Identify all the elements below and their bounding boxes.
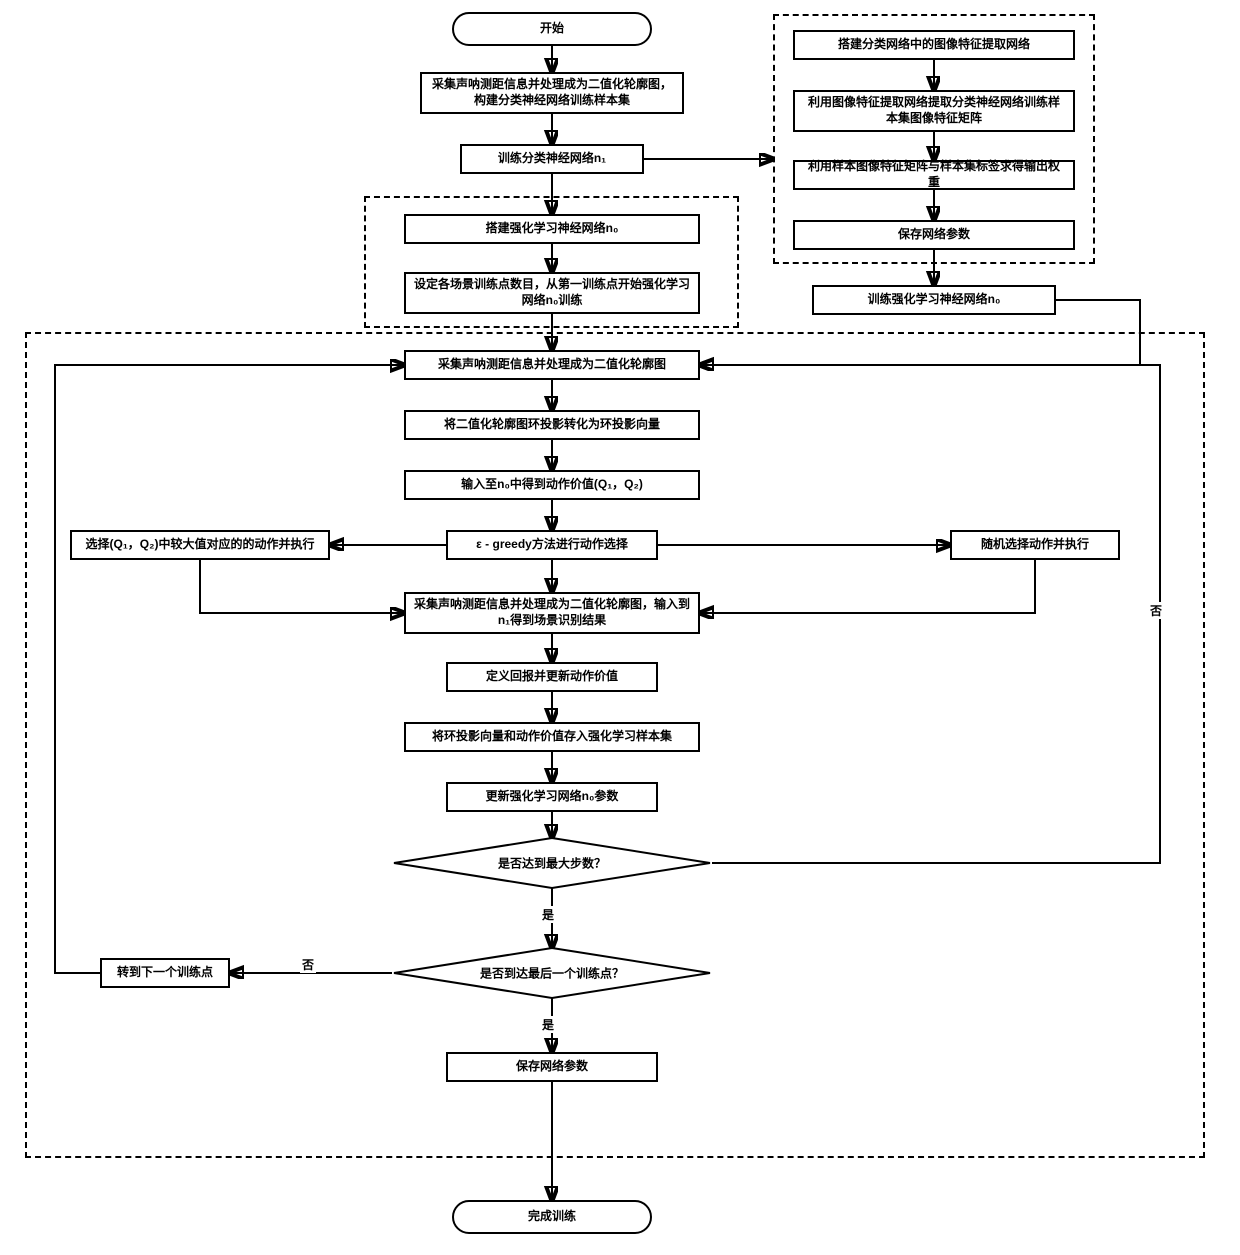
edge-label-d1-yes: 是	[540, 906, 556, 923]
node-train-rl: 训练强化学习神经网络n₀	[812, 285, 1056, 315]
node-reward: 定义回报并更新动作价值	[446, 662, 658, 692]
done-label: 完成训练	[528, 1209, 576, 1225]
train-cls-label: 训练分类神经网络n₁	[498, 151, 606, 167]
r1-label: 搭建分类网络中的图像特征提取网络	[838, 37, 1030, 53]
node-ringproj: 将二值化轮廓图环投影转化为环投影向量	[404, 410, 700, 440]
node-set-scene: 设定各场景训练点数目，从第一训练点开始强化学习网络n₀训练	[404, 272, 700, 314]
r2-label: 利用图像特征提取网络提取分类神经网络训练样本集图像特征矩阵	[803, 95, 1065, 126]
node-collect1: 采集声呐测距信息并处理成为二值化轮廓图，构建分类神经网络训练样本集	[420, 72, 684, 114]
node-goto-next: 转到下一个训练点	[100, 958, 230, 988]
set-scene-label: 设定各场景训练点数目，从第一训练点开始强化学习网络n₀训练	[414, 277, 690, 308]
save-label: 保存网络参数	[516, 1059, 588, 1075]
update-label: 更新强化学习网络n₀参数	[486, 789, 619, 805]
r4-label: 保存网络参数	[898, 227, 970, 243]
train-rl-label: 训练强化学习神经网络n₀	[868, 292, 1001, 308]
collect2-label: 采集声呐测距信息并处理成为二值化轮廓图	[438, 357, 666, 373]
edge-label-d1-no: 否	[1148, 602, 1164, 619]
store-label: 将环投影向量和动作价值存入强化学习样本集	[432, 729, 672, 745]
r3-label: 利用样本图像特征矩阵与样本集标签求得输出权重	[803, 159, 1065, 190]
edge-label-d2-no: 否	[300, 956, 316, 973]
node-r4: 保存网络参数	[793, 220, 1075, 250]
node-store: 将环投影向量和动作价值存入强化学习样本集	[404, 722, 700, 752]
node-save: 保存网络参数	[446, 1052, 658, 1082]
edge-label-d2-yes: 是	[540, 1016, 556, 1033]
ringproj-label: 将二值化轮廓图环投影转化为环投影向量	[444, 417, 660, 433]
node-random: 随机选择动作并执行	[950, 530, 1120, 560]
input-n0-label: 输入至n₀中得到动作价值(Q₁，Q₂)	[461, 477, 643, 493]
d2-label: 是否到达最后一个训练点？	[480, 965, 624, 982]
node-update: 更新强化学习网络n₀参数	[446, 782, 658, 812]
node-input-n0: 输入至n₀中得到动作价值(Q₁，Q₂)	[404, 470, 700, 500]
node-egreedy: ε - greedy方法进行动作选择	[446, 530, 658, 560]
collect3-label: 采集声呐测距信息并处理成为二值化轮廓图，输入到n₁得到场景识别结果	[414, 597, 690, 628]
node-build-rl: 搭建强化学习神经网络n₀	[404, 214, 700, 244]
start-terminal: 开始	[452, 12, 652, 46]
build-rl-label: 搭建强化学习神经网络n₀	[486, 221, 619, 237]
goto-next-label: 转到下一个训练点	[117, 965, 213, 981]
node-collect3: 采集声呐测距信息并处理成为二值化轮廓图，输入到n₁得到场景识别结果	[404, 592, 700, 634]
node-r3: 利用样本图像特征矩阵与样本集标签求得输出权重	[793, 160, 1075, 190]
start-label: 开始	[540, 21, 564, 37]
node-r1: 搭建分类网络中的图像特征提取网络	[793, 30, 1075, 60]
node-r2: 利用图像特征提取网络提取分类神经网络训练样本集图像特征矩阵	[793, 90, 1075, 132]
node-choose-max: 选择(Q₁，Q₂)中较大值对应的的动作并执行	[70, 530, 330, 560]
reward-label: 定义回报并更新动作价值	[486, 669, 618, 685]
d1-label: 是否达到最大步数？	[498, 855, 606, 872]
choose-max-label: 选择(Q₁，Q₂)中较大值对应的的动作并执行	[86, 537, 315, 553]
egreedy-label: ε - greedy方法进行动作选择	[476, 537, 628, 553]
node-collect2: 采集声呐测距信息并处理成为二值化轮廓图	[404, 350, 700, 380]
random-label: 随机选择动作并执行	[981, 537, 1089, 553]
collect1-label: 采集声呐测距信息并处理成为二值化轮廓图，构建分类神经网络训练样本集	[430, 77, 674, 108]
node-train-cls: 训练分类神经网络n₁	[460, 144, 644, 174]
done-terminal: 完成训练	[452, 1200, 652, 1234]
